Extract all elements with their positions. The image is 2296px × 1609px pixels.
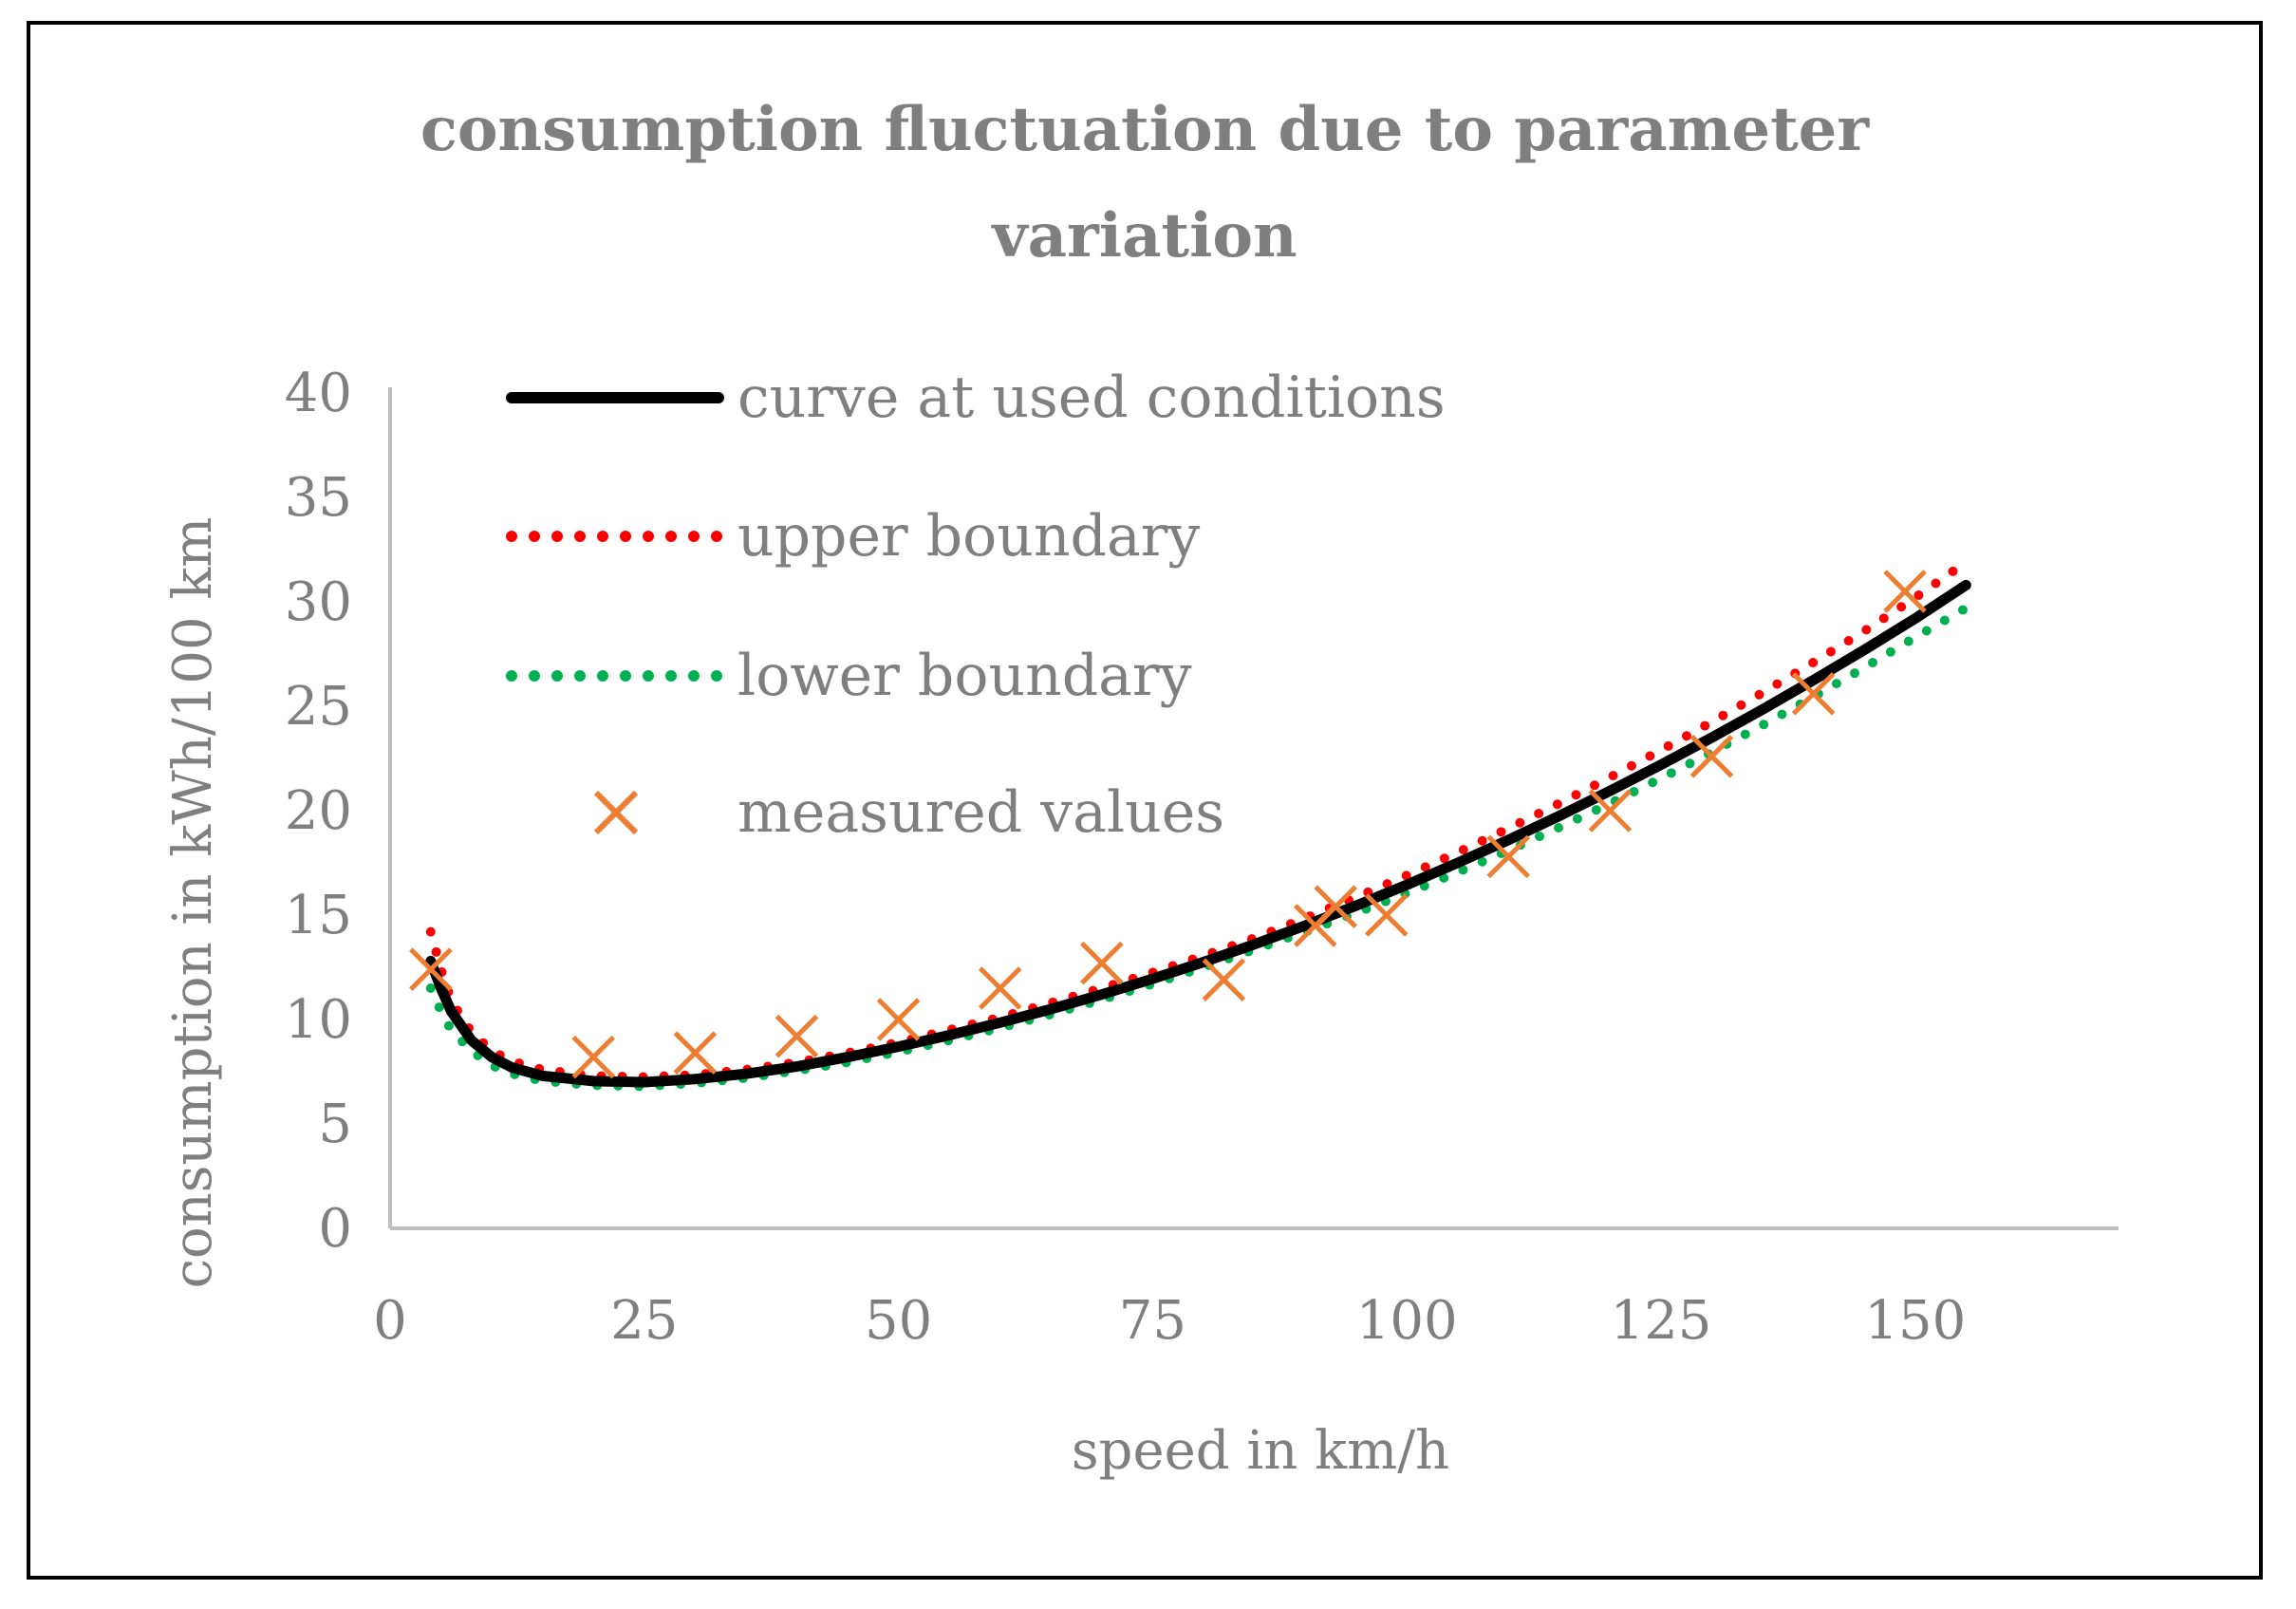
chart: consumption fluctuation due to parameter…: [162, 94, 2119, 1482]
measured-point: [1080, 941, 1124, 985]
measured-point: [571, 1035, 616, 1079]
chart-title-line-2: variation: [990, 200, 1297, 271]
measured-point: [1791, 672, 1836, 716]
legend: curve at used conditions upper boundary …: [506, 365, 1446, 846]
x-tick-label: 100: [1356, 1290, 1458, 1352]
measured-point: [1314, 885, 1357, 928]
measured-point: [673, 1031, 718, 1075]
measured-point: [1364, 893, 1409, 937]
measured-point: [876, 998, 921, 1041]
y-tick-label: 5: [318, 1094, 352, 1155]
y-tick-label: 15: [285, 885, 352, 946]
measured-point: [1588, 789, 1633, 833]
x-tick-label: 0: [373, 1290, 407, 1352]
legend-label-upper: upper boundary: [737, 503, 1200, 570]
measured-point: [978, 966, 1022, 1010]
series-measured-values: [409, 570, 1927, 1079]
y-tick-label: 25: [285, 676, 352, 738]
series-lower-boundary: [425, 603, 1971, 1092]
measured-point: [1486, 834, 1531, 879]
y-tick-label: 35: [285, 467, 352, 529]
chart-title-line-1: consumption fluctuation due to parameter: [420, 94, 1871, 165]
chart-frame: consumption fluctuation due to parameter…: [27, 21, 2263, 1580]
x-tick-label: 25: [610, 1290, 678, 1352]
legend-swatch-measured: [593, 790, 639, 835]
measured-point: [1202, 958, 1246, 1001]
x-axis-label: speed in km/h: [1072, 1420, 1449, 1482]
series-line: [425, 579, 1971, 1088]
y-tick-label: 20: [285, 780, 352, 842]
y-axis-label: consumption in kWh/100 km: [162, 517, 224, 1289]
y-tick-label: 10: [285, 989, 352, 1051]
measured-point: [409, 947, 453, 991]
x-tick-label: 50: [865, 1290, 932, 1352]
y-axis-ticks: 0 5 10 15 20 25 30 35 40: [285, 363, 352, 1260]
x-tick-label: 125: [1611, 1290, 1712, 1352]
series-layer: [409, 557, 1971, 1092]
x-tick-label: 150: [1864, 1290, 1966, 1352]
measured-point: [775, 1014, 819, 1058]
x-tick-label: 75: [1119, 1290, 1186, 1352]
legend-label-curve: curve at used conditions: [737, 365, 1446, 431]
measured-point: [1689, 735, 1734, 778]
y-tick-label: 30: [285, 571, 352, 633]
measured-point: [1883, 570, 1927, 613]
legend-label-measured: measured values: [737, 779, 1224, 846]
series-line: [425, 603, 1971, 1092]
y-tick-label: 0: [318, 1198, 352, 1260]
legend-label-lower: lower boundary: [737, 643, 1192, 709]
y-tick-label: 40: [285, 363, 352, 424]
x-axis-ticks: 0 25 50 75 100 125 150: [373, 1290, 1966, 1352]
series-curve-at-used-conditions: [425, 579, 1971, 1088]
